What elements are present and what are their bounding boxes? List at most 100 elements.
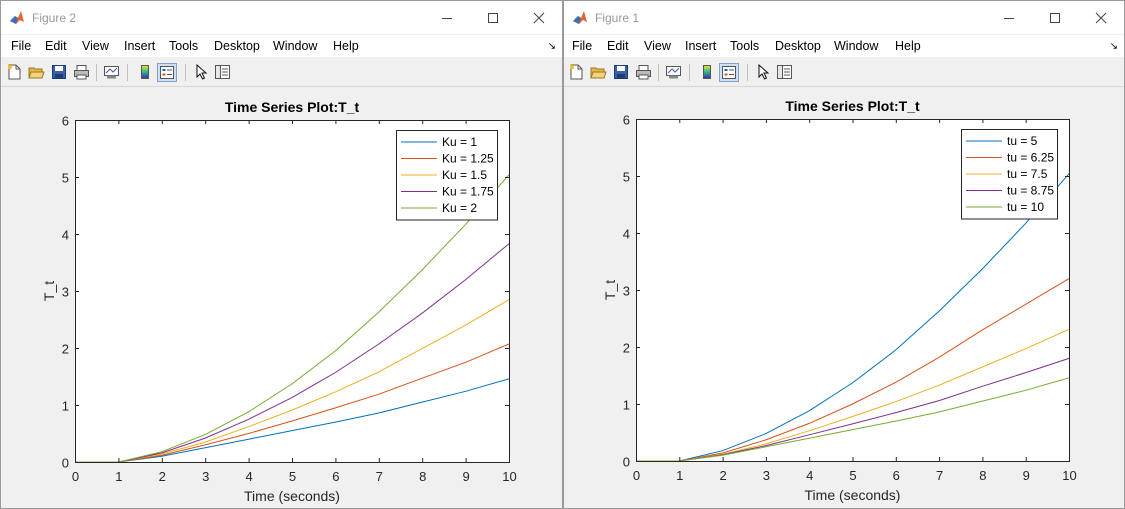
legend-entry-5: Ku = 2 (442, 201, 477, 215)
window-title: Figure 1 (595, 11, 640, 25)
menu-edit[interactable]: Edit (45, 39, 67, 53)
y-tick-label: 0 (623, 455, 630, 470)
figure-window-2[interactable]: Figure 2 File Edit View Insert Tools Des… (0, 0, 563, 509)
x-tick-label: 7 (376, 469, 383, 484)
property-inspector-icon[interactable] (214, 64, 231, 80)
menu-tools[interactable]: Tools (730, 39, 760, 53)
figure-window-1[interactable]: Figure 1 File Edit View Insert Tools Des… (563, 0, 1125, 509)
menu-help[interactable]: Help (895, 39, 921, 53)
matlab-logo-icon (10, 11, 24, 24)
edit-plot-pointer-icon[interactable] (755, 64, 772, 80)
menu-help[interactable]: Help (333, 39, 359, 53)
y-tick-label: 2 (623, 341, 630, 356)
x-tick-label: 7 (936, 468, 943, 483)
y-tick-label: 5 (623, 170, 630, 185)
legend-entry-1: tu = 5 (1007, 134, 1038, 148)
legend-entry-3: Ku = 1.5 (442, 168, 487, 182)
x-tick-label: 8 (979, 468, 986, 483)
y-tick-label: 1 (62, 399, 69, 414)
menu-file[interactable]: File (572, 39, 593, 53)
menu-desktop[interactable]: Desktop (214, 39, 260, 53)
open-file-icon[interactable] (28, 64, 45, 80)
menu-overflow-icon[interactable]: ↘ (1109, 41, 1118, 52)
maximize-button[interactable] (470, 5, 516, 31)
minimize-icon (1004, 18, 1014, 19)
insert-legend-icon (160, 66, 174, 79)
chart-title: Time Series Plot:T_t (225, 99, 360, 115)
menu-desktop[interactable]: Desktop (775, 39, 821, 53)
close-button[interactable] (1078, 5, 1124, 31)
y-axis-label: T_t (41, 281, 57, 301)
menu-window[interactable]: Window (273, 39, 318, 53)
title-bar[interactable]: Figure 1 (564, 1, 1124, 34)
x-tick-label: 2 (719, 468, 726, 483)
menu-edit[interactable]: Edit (607, 39, 629, 53)
open-file-icon[interactable] (590, 64, 607, 80)
close-button[interactable] (516, 5, 562, 31)
menu-insert[interactable]: Insert (685, 39, 717, 53)
series-line-5 (75, 174, 510, 463)
save-icon[interactable] (51, 64, 68, 80)
title-bar[interactable]: Figure 2 (1, 1, 562, 34)
menu-tools[interactable]: Tools (169, 39, 199, 53)
menu-view[interactable]: View (82, 39, 109, 53)
x-tick-label: 2 (159, 469, 166, 484)
figure-canvas: 0 1 2 3 4 5 6 7 8 9 10 0 1 2 3 4 5 6 Time Series Plot:T_t T… (602, 98, 1077, 503)
maximize-button[interactable] (1032, 5, 1078, 31)
x-tick-label: 0 (633, 468, 640, 483)
menu-insert[interactable]: Insert (124, 39, 156, 53)
minimize-button[interactable] (424, 5, 470, 31)
y-tick-label: 3 (62, 285, 69, 300)
x-tick-label: 9 (462, 469, 469, 484)
minimize-button[interactable] (986, 5, 1032, 31)
y-tick-label: 4 (62, 228, 69, 243)
window-title: Figure 2 (32, 11, 77, 25)
menu-file[interactable]: File (11, 39, 32, 53)
menu-overflow-icon[interactable]: ↘ (547, 41, 556, 52)
y-axis-label: T_t (602, 280, 618, 300)
insert-legend-toggle[interactable] (719, 63, 739, 82)
insert-legend-toggle[interactable] (157, 63, 177, 82)
toolbar-separator (127, 64, 128, 81)
edit-plot-pointer-icon[interactable] (193, 64, 210, 80)
series-line-2 (75, 343, 510, 463)
toolbar-separator (747, 64, 748, 81)
insert-colorbar-icon[interactable] (698, 64, 715, 80)
link-plot-icon[interactable] (665, 64, 682, 80)
x-tick-label: 3 (763, 468, 770, 483)
matlab-logo-icon (573, 11, 587, 24)
maximize-icon (488, 13, 498, 23)
x-tick-label: 6 (332, 469, 339, 484)
x-tick-label: 4 (245, 469, 252, 484)
print-icon[interactable] (635, 64, 652, 80)
x-tick-label: 0 (72, 469, 79, 484)
new-figure-icon[interactable] (568, 64, 585, 80)
y-tick-label: 0 (62, 456, 69, 471)
menu-view[interactable]: View (644, 39, 671, 53)
close-icon (533, 12, 545, 24)
maximize-icon (1050, 13, 1060, 23)
x-tick-label: 3 (202, 469, 209, 484)
link-plot-icon[interactable] (103, 64, 120, 80)
print-icon[interactable] (73, 64, 90, 80)
save-icon[interactable] (613, 64, 630, 80)
new-figure-icon[interactable] (6, 64, 23, 80)
legend-entry-1: Ku = 1 (442, 135, 477, 149)
figure-toolbar (1, 58, 562, 87)
series-line-4 (75, 243, 510, 463)
series-line-1 (75, 378, 510, 463)
legend-entry-4: Ku = 1.75 (442, 185, 494, 199)
property-inspector-icon[interactable] (776, 64, 793, 80)
x-tick-label: 10 (1062, 468, 1076, 483)
toolbar-separator (96, 64, 97, 81)
insert-colorbar-icon[interactable] (136, 64, 153, 80)
legend-entry-3: tu = 7.5 (1007, 167, 1048, 181)
menu-bar: File Edit View Insert Tools Desktop Wind… (1, 35, 562, 57)
legend-entry-4: tu = 8.75 (1007, 184, 1054, 198)
legend-entry-2: tu = 6.25 (1007, 151, 1054, 165)
legend-entry-2: Ku = 1.25 (442, 152, 494, 166)
x-tick-label: 6 (893, 468, 900, 483)
menu-window[interactable]: Window (834, 39, 879, 53)
x-tick-label: 1 (676, 468, 683, 483)
x-tick-label: 5 (289, 469, 296, 484)
